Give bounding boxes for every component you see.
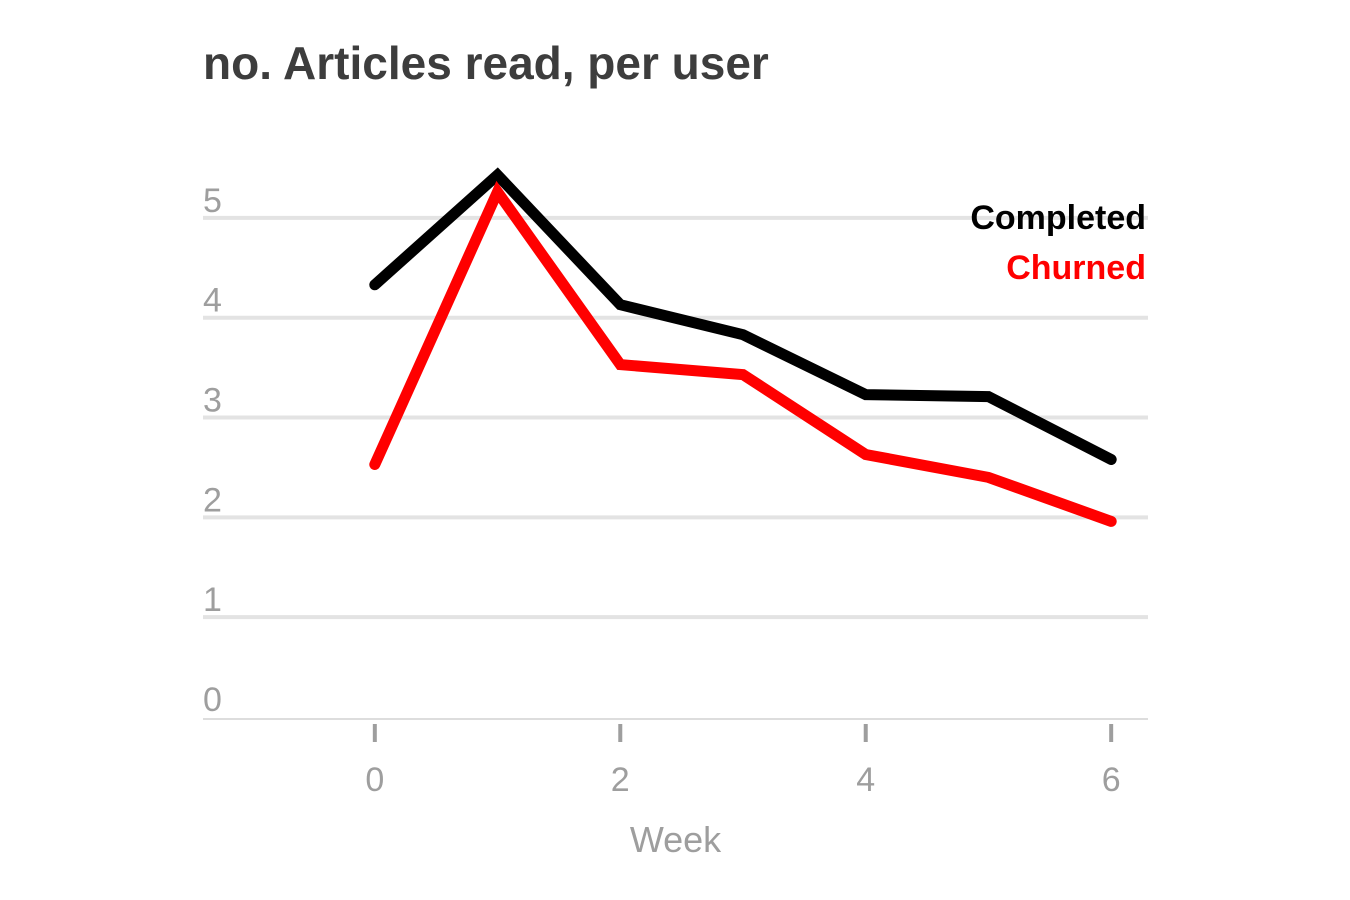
x-tick-label-2: 2 — [611, 761, 630, 799]
series-line-churned — [369, 180, 1117, 527]
legend-entry-churned: Churned — [1006, 249, 1146, 287]
series-line-completed — [369, 167, 1117, 465]
y-tick-label-5: 5 — [203, 182, 222, 220]
y-tick-label-1: 1 — [203, 581, 222, 619]
series-lines — [369, 167, 1117, 527]
chart-title: no. Articles read, per user — [203, 37, 769, 89]
x-axis-label: Week — [630, 819, 722, 860]
y-tick-label-4: 4 — [203, 282, 222, 320]
x-tick-label-0: 0 — [365, 761, 384, 799]
y-tick-label-2: 2 — [203, 481, 222, 519]
y-tick-label-3: 3 — [203, 382, 222, 420]
x-tick-label-4: 4 — [856, 761, 875, 799]
y-axis-ticks: 0 1 2 3 4 5 — [203, 182, 222, 719]
x-axis-ticks: 0 2 4 6 — [365, 724, 1121, 799]
x-tick-label-6: 6 — [1102, 761, 1121, 799]
legend: Completed Churned — [970, 199, 1146, 287]
legend-entry-completed: Completed — [970, 199, 1146, 237]
y-tick-label-0: 0 — [203, 681, 222, 719]
